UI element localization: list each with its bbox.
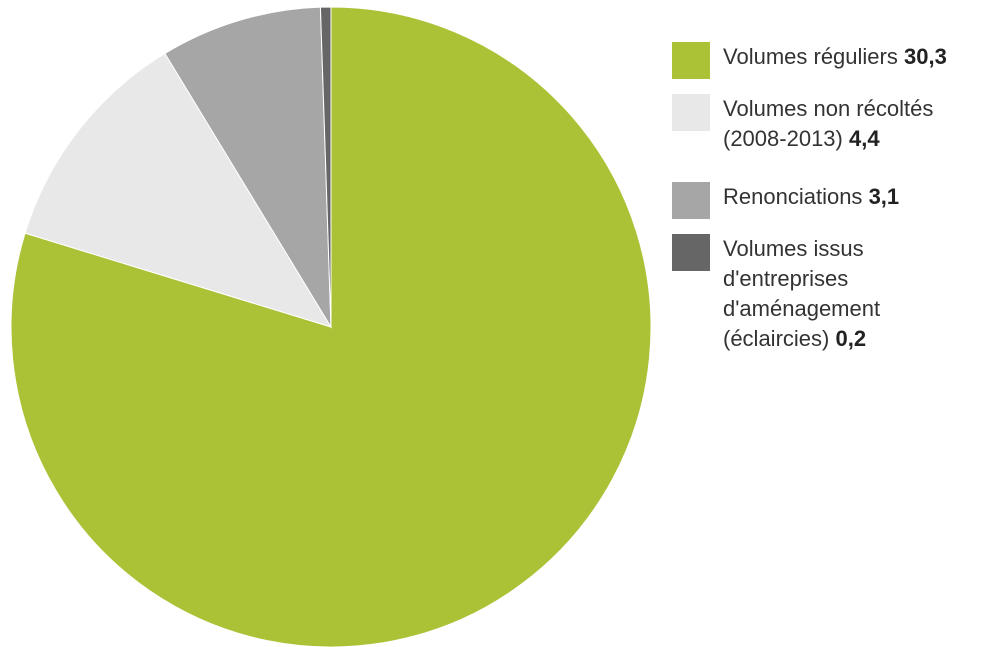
legend-label: Volumes issus d'entreprises d'aménagemen…	[723, 234, 880, 354]
legend-label-text: Volumes issus d'entreprises d'aménagemen…	[723, 236, 881, 351]
legend-label-text: Renonciations	[723, 184, 863, 209]
legend-swatch	[672, 182, 710, 219]
legend-label: Renonciations 3,1	[723, 182, 899, 212]
legend-label: Volumes réguliers 30,3	[723, 42, 947, 72]
legend-swatch	[672, 42, 710, 79]
pie-slice-volumes-non-recoltes	[24, 52, 333, 328]
legend-value: 3,1	[868, 184, 900, 209]
pie-slice-volumes-issus	[319, 6, 332, 328]
legend-value: 4,4	[849, 126, 880, 151]
legend-value: 30,3	[904, 44, 947, 69]
legend-swatch	[672, 234, 710, 271]
legend-label-text: Volumes réguliers	[723, 44, 898, 69]
legend-label-text: Volumes non récoltés (2008-2013)	[723, 96, 934, 151]
legend-label: Volumes non récoltés (2008-2013) 4,4	[723, 94, 933, 154]
legend-value: 0,2	[835, 326, 867, 351]
pie-slice-renonciations	[164, 6, 332, 329]
pie-slices	[10, 6, 652, 647]
legend-swatch	[672, 94, 710, 131]
